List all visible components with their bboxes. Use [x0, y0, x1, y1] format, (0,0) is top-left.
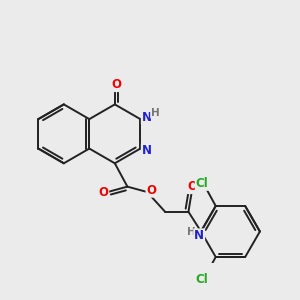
Text: O: O	[98, 185, 108, 199]
Text: N: N	[142, 144, 152, 157]
Text: N: N	[194, 229, 204, 242]
Text: Cl: Cl	[196, 273, 208, 286]
Text: H: H	[187, 226, 195, 236]
Text: Cl: Cl	[196, 177, 208, 190]
Text: O: O	[112, 78, 122, 91]
Text: N: N	[142, 111, 152, 124]
Text: O: O	[187, 180, 197, 193]
Text: O: O	[146, 184, 156, 197]
Text: H: H	[151, 108, 160, 118]
